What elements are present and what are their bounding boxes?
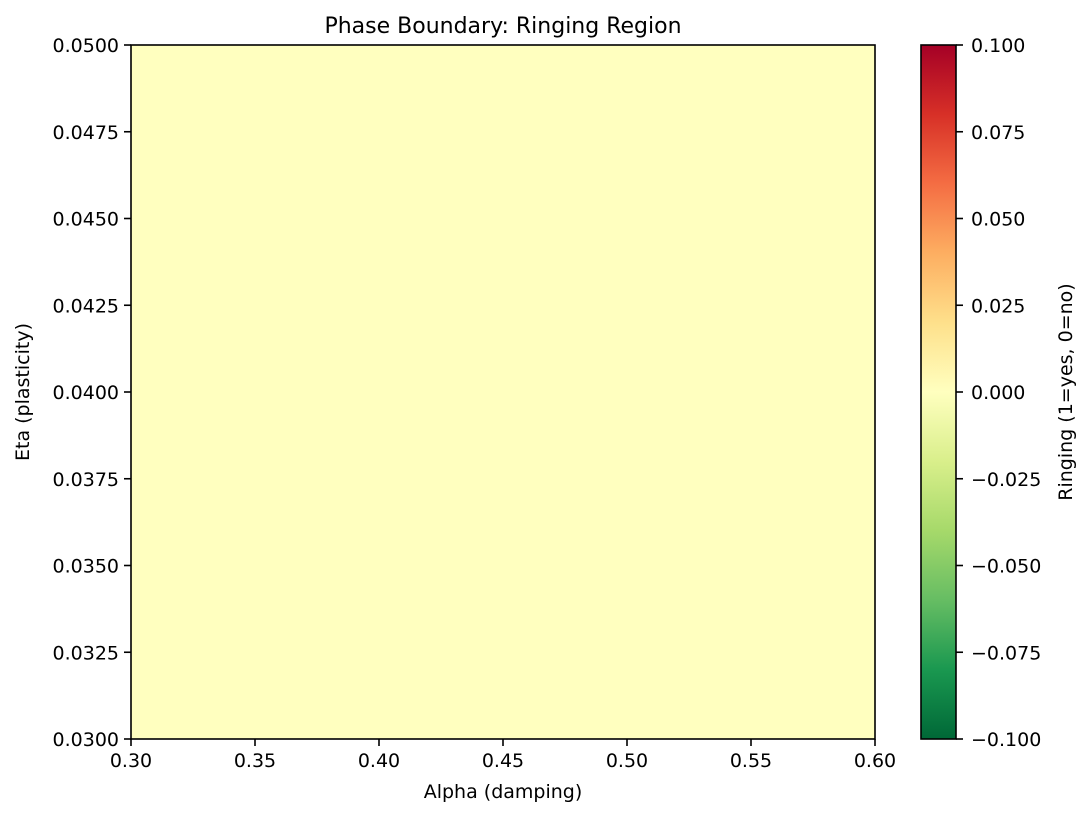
y-tick-label: 0.0325 [53, 642, 119, 664]
x-axis-label: Alpha (damping) [424, 781, 583, 803]
colorbar-label: Ringing (1=yes, 0=no) [1055, 283, 1077, 500]
colorbar-tick-label: 0.100 [971, 35, 1025, 57]
y-axis-label: Eta (plasticity) [12, 323, 34, 461]
colorbar-tick-label: 0.050 [971, 209, 1025, 231]
y-tick-label: 0.0300 [53, 729, 119, 751]
y-tick-label: 0.0350 [53, 556, 119, 578]
y-axis-ticks: 0.0300 0.0325 0.0350 0.0375 0.0400 0.0425 0.04… [53, 35, 131, 751]
chart-title: Phase Boundary: Ringing Region [324, 14, 681, 39]
heatmap-fill [131, 45, 875, 739]
x-tick-label: 0.55 [730, 750, 772, 772]
x-tick-label: 0.50 [606, 750, 648, 772]
colorbar-gradient [921, 45, 956, 739]
colorbar-tick-label: 0.000 [971, 382, 1025, 404]
x-tick-label: 0.30 [110, 750, 152, 772]
colorbar-tick-label: 0.025 [971, 295, 1025, 317]
y-tick-label: 0.0500 [53, 35, 119, 57]
x-tick-label: 0.35 [234, 750, 276, 772]
colorbar-tick-label: −0.075 [971, 642, 1041, 664]
colorbar-tick-label: −0.100 [971, 729, 1041, 751]
y-tick-label: 0.0425 [53, 295, 119, 317]
x-tick-label: 0.60 [854, 750, 896, 772]
colorbar-tick-label: −0.025 [971, 469, 1041, 491]
colorbar-tick-label: −0.050 [971, 556, 1041, 578]
y-tick-label: 0.0375 [53, 469, 119, 491]
y-tick-label: 0.0400 [53, 382, 119, 404]
y-tick-label: 0.0450 [53, 209, 119, 231]
x-axis-ticks: 0.30 0.35 0.40 0.45 0.50 0.55 0.60 [110, 739, 896, 772]
y-tick-label: 0.0475 [53, 122, 119, 144]
colorbar-ticks: −0.100 −0.075 −0.050 −0.025 0.000 0.025 0.050 0… [956, 35, 1041, 751]
x-tick-label: 0.45 [482, 750, 524, 772]
x-tick-label: 0.40 [358, 750, 400, 772]
colorbar-tick-label: 0.075 [971, 122, 1025, 144]
